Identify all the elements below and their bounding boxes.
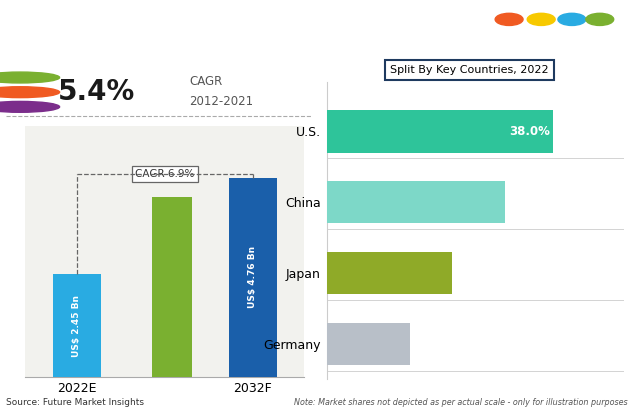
Bar — [152, 197, 192, 377]
Circle shape — [558, 13, 586, 26]
Text: US$ 2.45 Bn: US$ 2.45 Bn — [72, 295, 81, 357]
Text: Global Single-Photon Emission Computed: Global Single-Photon Emission Computed — [10, 15, 364, 30]
Text: 2012-2021: 2012-2021 — [189, 95, 253, 108]
Text: CAGR: CAGR — [189, 75, 222, 88]
Text: Source: Future Market Insights: Source: Future Market Insights — [6, 398, 145, 407]
Text: Tomography Market Analysis 2022-2032: Tomography Market Analysis 2022-2032 — [10, 42, 354, 57]
Text: Note: Market shares not depicted as per actual scale - only for illustration pur: Note: Market shares not depicted as per … — [294, 398, 628, 407]
Text: 38.0%: 38.0% — [509, 125, 550, 138]
Text: fmi: fmi — [538, 33, 570, 51]
Bar — [53, 274, 101, 377]
Text: CAGR 6.9%: CAGR 6.9% — [135, 169, 195, 179]
Text: Future Market Insights: Future Market Insights — [523, 57, 585, 61]
Text: Split By Key Countries, 2022: Split By Key Countries, 2022 — [391, 65, 549, 75]
Bar — [229, 178, 277, 377]
Circle shape — [0, 101, 60, 112]
Circle shape — [527, 13, 555, 26]
Bar — [327, 252, 451, 294]
Circle shape — [0, 87, 60, 98]
Bar — [327, 181, 505, 223]
Circle shape — [495, 13, 523, 26]
Circle shape — [586, 13, 614, 26]
Text: 5.4%: 5.4% — [58, 78, 135, 106]
Bar — [327, 323, 410, 365]
Text: US$ 4.76 Bn: US$ 4.76 Bn — [249, 246, 257, 308]
Circle shape — [0, 72, 60, 83]
Bar — [327, 110, 553, 153]
